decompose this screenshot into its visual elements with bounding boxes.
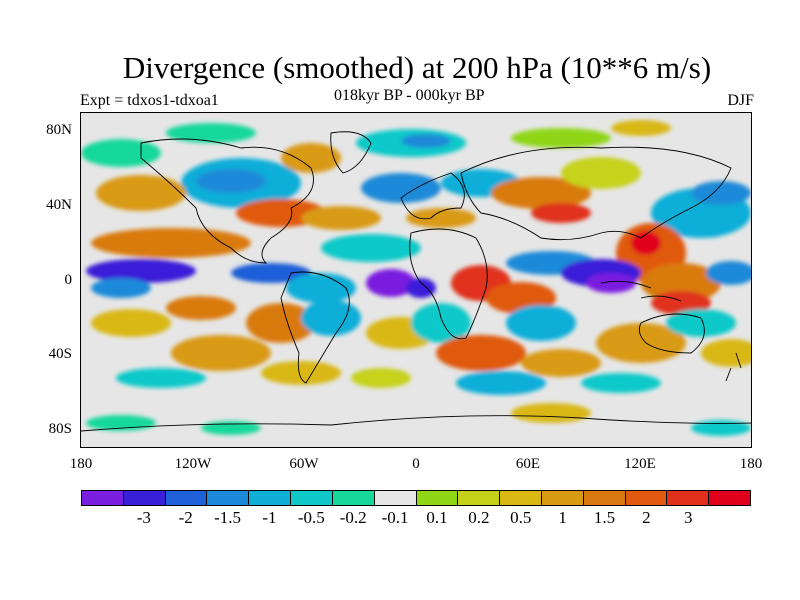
colorbar-swatch (500, 491, 542, 505)
lon-label-180w: 180 (69, 456, 93, 472)
colorbar-label: -0.1 (381, 508, 409, 527)
lat-label-80n: 80N (46, 122, 72, 138)
colorbar-swatch (458, 491, 501, 505)
lon-label-180e: 180 (739, 456, 763, 472)
colorbar-label: 1 (558, 508, 567, 527)
colorbar (81, 490, 751, 506)
colorbar-swatch (207, 491, 250, 505)
colorbar-label: -1.5 (214, 508, 242, 527)
colorbar-swatch (165, 491, 208, 505)
divergence-map (81, 113, 751, 447)
colorbar-swatch (625, 491, 668, 505)
colorbar-label: 3 (683, 508, 693, 527)
colorbar-swatch (82, 491, 124, 505)
lat-label-40n: 40N (46, 197, 72, 213)
map-panel (80, 112, 752, 448)
colorbar-swatch (541, 491, 584, 505)
lat-label-40s: 40S (48, 346, 72, 362)
lat-label-0: 0 (64, 272, 73, 288)
period-label: 018kyr BP - 000kyr BP (334, 87, 485, 104)
colorbar-label: -0.5 (297, 508, 325, 527)
colorbar-swatch (416, 491, 459, 505)
lon-label-120e: 120E (624, 456, 656, 472)
colorbar-label: 0.5 (510, 508, 532, 527)
lon-label-60e: 60E (515, 456, 541, 472)
colorbar-swatch (123, 491, 166, 505)
lon-label-120w: 120W (174, 456, 212, 472)
colorbar-label: -3 (136, 508, 151, 527)
lat-label-80s: 80S (48, 421, 72, 437)
coastlines (81, 131, 751, 432)
colorbar-label: -2 (178, 508, 193, 527)
colorbar-swatch (374, 491, 417, 505)
colorbar-swatch (249, 491, 292, 505)
colorbar-label: 0.1 (426, 508, 448, 527)
colorbar-swatch (291, 491, 333, 505)
experiment-label: Expt = tdxos1-tdxoa1 (80, 92, 219, 109)
lon-label-0: 0 (412, 456, 420, 472)
colorbar-label: 0.2 (468, 508, 490, 527)
colorbar-label: -1 (262, 508, 277, 527)
figure-title: Divergence (smoothed) at 200 hPa (10**6 … (122, 50, 712, 85)
colorbar-swatch (583, 491, 626, 505)
colorbar-swatch (332, 491, 375, 505)
colorbar-label: 2 (642, 508, 651, 527)
colorbar-swatch (667, 491, 710, 505)
colorbar-label: -0.2 (339, 508, 367, 527)
divergence-field (81, 120, 751, 436)
lon-label-60w: 60W (289, 456, 319, 472)
colorbar-label: 1.5 (593, 508, 616, 527)
season-label: DJF (727, 92, 754, 109)
colorbar-swatch (709, 491, 750, 505)
